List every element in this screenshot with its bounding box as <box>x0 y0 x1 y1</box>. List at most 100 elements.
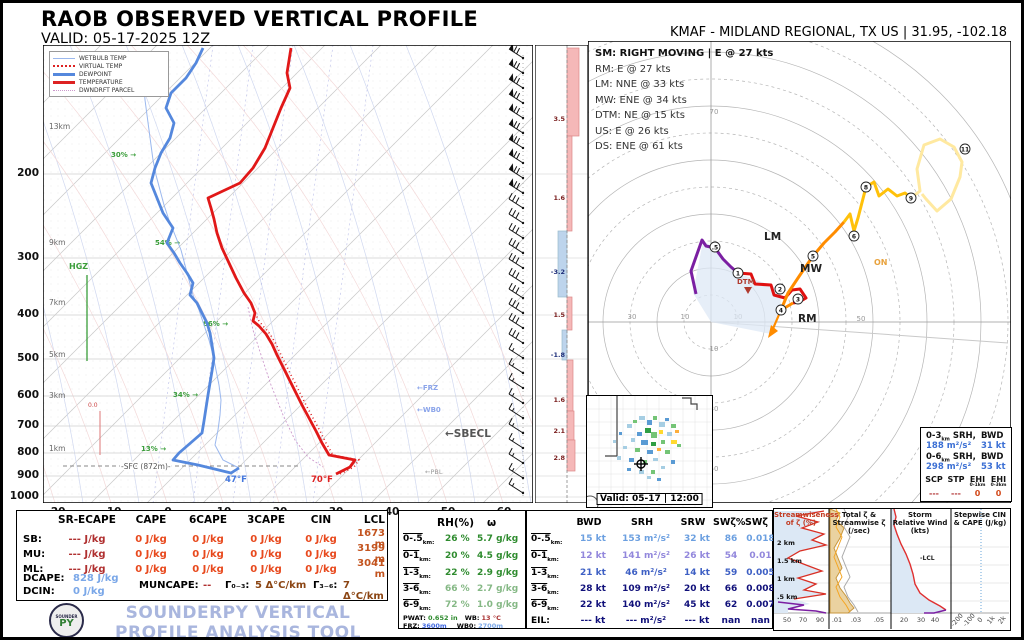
km-mark: 1 km <box>777 575 795 583</box>
cell: 0 J/kg <box>135 533 167 545</box>
height-marker-label: 6 <box>852 234 856 241</box>
cell: 140 m²/s² <box>622 600 670 610</box>
radar-echoes <box>613 416 681 481</box>
swzeta-header: SWζ <box>745 517 768 528</box>
pwat-value: 0.652 in <box>427 614 458 622</box>
srh-range-unit: km <box>941 436 950 443</box>
height-marker-label: 8 <box>864 185 868 192</box>
pressure-tick: 900 <box>17 469 39 481</box>
advection-strip: 3.5 1.6 -3.2 1.5 -1.8 1.6 2.1 2.8 <box>535 45 588 503</box>
cell: 0 J/kg <box>192 563 224 575</box>
total-zeta-line <box>841 509 859 613</box>
downdraft-parcel-curve <box>247 306 324 468</box>
valid-time: VALID: 05-17-2025 12Z <box>41 31 211 47</box>
ehi-header: EHI <box>990 475 1007 484</box>
bwd-header: BWD <box>576 517 602 528</box>
rm-arrowhead <box>768 325 778 338</box>
temp-tick: 40 <box>384 506 400 518</box>
storm-motion-mw: MW: ENE @ 34 kts <box>595 94 687 106</box>
col-header: CAPE <box>135 513 167 526</box>
muncape-label: MUNCAPE: <box>139 580 199 591</box>
km-label: 9km <box>49 238 65 247</box>
mw-label: MW <box>800 263 822 275</box>
cell: 3041 m <box>357 558 385 580</box>
cell: 15 kt <box>580 534 606 544</box>
ehi-sub: 0-1km <box>969 483 986 488</box>
advection-value: -3.2 <box>551 268 565 276</box>
station-crosshair-icon <box>634 457 648 471</box>
wetbulb-curve <box>143 84 240 469</box>
streamwiseness-fill <box>774 511 826 613</box>
layer-unit: km: <box>422 539 435 546</box>
srh-range: 0-3 <box>926 431 942 441</box>
mixing-ratio-value: 5.7 g/kg <box>477 534 519 544</box>
wb0-label: ←WB0 <box>417 406 441 414</box>
on-label: ON <box>874 258 888 267</box>
scp-header: SCP <box>925 475 943 484</box>
layer-unit: km: <box>419 605 431 612</box>
rh-value: 22 % <box>445 568 470 578</box>
cell: 0.007 <box>746 600 775 610</box>
layer-range: 6-9 <box>531 600 548 610</box>
moisture-row: 0-1km: 20 % 4.5 g/kg <box>403 551 518 563</box>
radar-map <box>581 396 712 513</box>
skewt-plot: 13km 9km 7km 5km 3km 1km 30% → 54% → 86%… <box>43 45 533 503</box>
axis-tick: .03 <box>850 616 862 624</box>
virtual-temp-curve <box>254 312 361 475</box>
srh-label: SRH, <box>952 452 976 462</box>
cell: --- J/kg <box>68 548 106 560</box>
stp-header: STP <box>947 475 965 484</box>
legend-label: WETBULB TEMP <box>79 54 127 62</box>
mixing-ratio-value: 4.5 g/kg <box>477 551 519 561</box>
advection-value: 3.5 <box>553 115 565 123</box>
rh-value: 20 % <box>445 551 470 561</box>
layer-unit: km: <box>547 589 559 596</box>
axis-tick: 90 <box>815 616 825 624</box>
height-marker-label: 5 <box>811 254 815 261</box>
radar-valid-label: Valid: 05-17 | 12:00 <box>596 493 703 505</box>
cell: 22 kt <box>580 600 606 610</box>
srh-header: SRH <box>630 517 654 528</box>
layer-range: 0-1 <box>403 551 420 561</box>
km-mark: 1.5 km <box>777 557 802 565</box>
row-label: ML: <box>23 563 44 575</box>
ehi-value: 0 <box>995 489 1002 498</box>
header: RAOB OBSERVED VERTICAL PROFILE VALID: 05… <box>41 7 478 47</box>
srw-header: SRW <box>680 517 706 528</box>
footer-title: SOUNDERPY VERTICAL PROFILE ANALYSIS TOOL <box>115 603 361 640</box>
axis-tick: .05 <box>873 616 885 624</box>
hodo-trace-6-9km <box>842 180 912 233</box>
storm-motion-lm: LM: NNE @ 33 kts <box>595 79 685 90</box>
radar-map-inset: Valid: 05-17 | 12:00 <box>581 395 713 513</box>
moist-adiabats <box>43 45 532 503</box>
ring-label: 70 <box>710 108 719 116</box>
cell: 21 kt <box>580 568 606 578</box>
srh-range: 0-6 <box>926 452 942 462</box>
bwd-label: BWD <box>981 452 1004 462</box>
cell: --- kt <box>684 616 710 626</box>
srh-summary-box: 0-3km SRH, BWD 188 m²/s² 31 kt 0-6km SRH… <box>920 427 1012 502</box>
panel-title-stepwise: Stepwise CIN & CAPE (J/kg) <box>953 511 1007 527</box>
hgz-label: HGZ <box>69 262 88 271</box>
pressure-tick: 800 <box>17 446 39 458</box>
wb-value: 13 °C <box>481 614 501 622</box>
cell: 0 J/kg <box>250 533 282 545</box>
scp-value: --- <box>929 489 939 498</box>
height-marker-label: 2 <box>778 287 782 294</box>
dewpoint-line-icon <box>53 72 75 76</box>
virtual-temp-line-icon <box>53 65 75 67</box>
stp-value: --- <box>951 489 961 498</box>
cell: 45 kt <box>684 600 710 610</box>
layer-unit: km: <box>547 556 559 563</box>
axis-tick: 30 <box>916 616 926 624</box>
cell: 0 J/kg <box>250 563 282 575</box>
legend-label: DEWPOINT <box>79 70 112 78</box>
pressure-tick: 500 <box>17 352 39 364</box>
cell: 0 J/kg <box>305 548 337 560</box>
moisture-row: 6-9km: 72 % 1.0 g/kg <box>403 600 518 612</box>
bwd-value: 53 kt <box>981 462 1006 472</box>
cell: 28 kt <box>580 584 606 594</box>
km-label: 1km <box>49 444 65 453</box>
cell: 0 J/kg <box>135 548 167 560</box>
pressure-tick: 700 <box>17 419 39 431</box>
